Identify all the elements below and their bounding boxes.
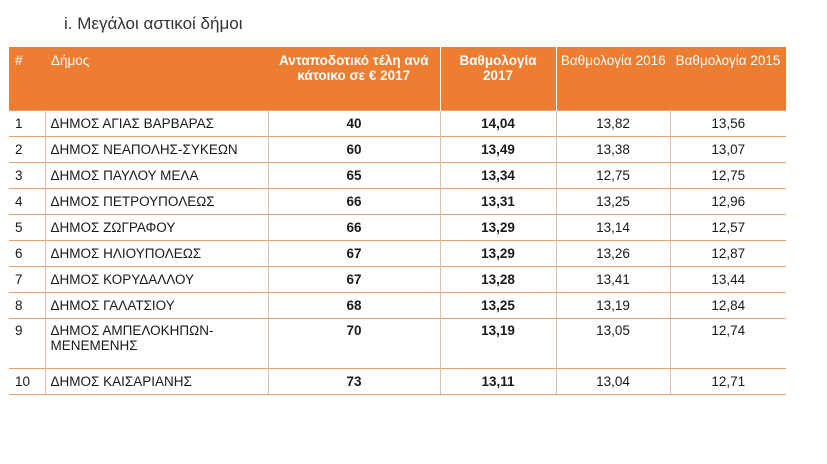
fee-value: 60 — [268, 135, 441, 162]
score-2015: 12,84 — [670, 291, 786, 318]
row-index: 10 — [9, 367, 46, 395]
municipality-name: ΔΗΜΟΣ ΠΑΥΛΟΥ ΜΕΛΑ — [45, 161, 269, 188]
score-2016: 13,25 — [556, 187, 671, 214]
score-2015: 12,57 — [670, 213, 786, 240]
column-header-score-2015: Βαθμολογία 2015 — [670, 47, 786, 110]
score-2016: 13,26 — [556, 239, 671, 266]
score-2017: 13,49 — [440, 135, 557, 162]
row-index: 9 — [9, 317, 46, 368]
table-row: 7 ΔΗΜΟΣ ΚΟΡΥΔΑΛΛΟΥ 67 13,28 13,41 13,44 — [9, 265, 786, 292]
row-index: 3 — [9, 161, 46, 188]
score-2015: 12,75 — [670, 161, 786, 188]
table-row: 1 ΔΗΜΟΣ ΑΓΙΑΣ ΒΑΡΒΑΡΑΣ 40 14,04 13,82 13… — [9, 109, 786, 136]
score-2017: 13,25 — [440, 291, 557, 318]
fee-value: 73 — [268, 367, 441, 395]
score-2015: 13,44 — [670, 265, 786, 292]
column-header-score-2017: Βαθμολογία 2017 — [440, 47, 557, 110]
score-2015: 12,74 — [670, 317, 786, 368]
fee-value: 40 — [268, 109, 441, 136]
score-2017: 13,34 — [440, 161, 557, 188]
municipality-name: ΔΗΜΟΣ ΚΟΡΥΔΑΛΛΟΥ — [45, 265, 269, 292]
municipality-name: ΔΗΜΟΣ ΑΓΙΑΣ ΒΑΡΒΑΡΑΣ — [45, 109, 269, 136]
row-index: 4 — [9, 187, 46, 214]
score-2015: 12,87 — [670, 239, 786, 266]
table-row: 9 ΔΗΜΟΣ ΑΜΠΕΛΟΚΗΠΩΝ-ΜΕΝΕΜΕΝΗΣ 70 13,19 1… — [9, 317, 786, 368]
row-index: 7 — [9, 265, 46, 292]
score-2016: 13,82 — [556, 109, 671, 136]
fee-value: 67 — [268, 239, 441, 266]
table-row: 3 ΔΗΜΟΣ ΠΑΥΛΟΥ ΜΕΛΑ 65 13,34 12,75 12,75 — [9, 161, 786, 188]
municipality-name: ΔΗΜΟΣ ΑΜΠΕΛΟΚΗΠΩΝ-ΜΕΝΕΜΕΝΗΣ — [45, 317, 269, 368]
municipalities-table: # Δήμος Ανταποδοτικό τέλη ανά κάτοικο σε… — [9, 47, 786, 395]
score-2017: 13,31 — [440, 187, 557, 214]
fee-value: 66 — [268, 187, 441, 214]
score-2016: 13,41 — [556, 265, 671, 292]
score-2017: 13,11 — [440, 367, 557, 395]
score-2016: 13,38 — [556, 135, 671, 162]
score-2017: 14,04 — [440, 109, 557, 136]
score-2016: 13,14 — [556, 213, 671, 240]
table-row: 2 ΔΗΜΟΣ ΝΕΑΠΟΛΗΣ-ΣΥΚΕΩΝ 60 13,49 13,38 1… — [9, 135, 786, 162]
municipality-name: ΔΗΜΟΣ ΝΕΑΠΟΛΗΣ-ΣΥΚΕΩΝ — [45, 135, 269, 162]
score-2017: 13,19 — [440, 317, 557, 368]
score-2015: 13,56 — [670, 109, 786, 136]
score-2016: 13,19 — [556, 291, 671, 318]
score-2017: 13,29 — [440, 213, 557, 240]
table-row: 10 ΔΗΜΟΣ ΚΑΙΣΑΡΙΑΝΗΣ 73 13,11 13,04 12,7… — [9, 367, 786, 395]
score-2016: 13,04 — [556, 367, 671, 395]
column-header-fee: Ανταποδοτικό τέλη ανά κάτοικο σε € 2017 — [268, 47, 441, 110]
score-2017: 13,29 — [440, 239, 557, 266]
municipality-name: ΔΗΜΟΣ ΚΑΙΣΑΡΙΑΝΗΣ — [45, 367, 269, 395]
row-index: 2 — [9, 135, 46, 162]
municipality-name: ΔΗΜΟΣ ΗΛΙΟΥΠΟΛΕΩΣ — [45, 239, 269, 266]
score-2016: 12,75 — [556, 161, 671, 188]
table-header-row: # Δήμος Ανταποδοτικό τέλη ανά κάτοικο σε… — [9, 47, 786, 110]
section-heading: i. Μεγάλοι αστικοί δήμοι — [64, 14, 243, 33]
score-2015: 13,07 — [670, 135, 786, 162]
table-row: 4 ΔΗΜΟΣ ΠΕΤΡΟΥΠΟΛΕΩΣ 66 13,31 13,25 12,9… — [9, 187, 786, 214]
municipality-name: ΔΗΜΟΣ ΠΕΤΡΟΥΠΟΛΕΩΣ — [45, 187, 269, 214]
row-index: 6 — [9, 239, 46, 266]
score-2017: 13,28 — [440, 265, 557, 292]
fee-value: 66 — [268, 213, 441, 240]
municipality-name: ΔΗΜΟΣ ΓΑΛΑΤΣΙΟΥ — [45, 291, 269, 318]
municipality-name: ΔΗΜΟΣ ΖΩΓΡΑΦΟΥ — [45, 213, 269, 240]
table-row: 5 ΔΗΜΟΣ ΖΩΓΡΑΦΟΥ 66 13,29 13,14 12,57 — [9, 213, 786, 240]
table-row: 8 ΔΗΜΟΣ ΓΑΛΑΤΣΙΟΥ 68 13,25 13,19 12,84 — [9, 291, 786, 318]
column-header-name: Δήμος — [45, 47, 268, 110]
column-header-score-2016: Βαθμολογία 2016 — [556, 47, 670, 110]
fee-value: 68 — [268, 291, 441, 318]
score-2016: 13,05 — [556, 317, 671, 368]
fee-value: 70 — [268, 317, 441, 368]
fee-value: 65 — [268, 161, 441, 188]
table-row: 6 ΔΗΜΟΣ ΗΛΙΟΥΠΟΛΕΩΣ 67 13,29 13,26 12,87 — [9, 239, 786, 266]
row-index: 8 — [9, 291, 46, 318]
row-index: 1 — [9, 109, 46, 136]
row-index: 5 — [9, 213, 46, 240]
score-2015: 12,96 — [670, 187, 786, 214]
column-header-index: # — [9, 47, 45, 110]
score-2015: 12,71 — [670, 367, 786, 395]
fee-value: 67 — [268, 265, 441, 292]
